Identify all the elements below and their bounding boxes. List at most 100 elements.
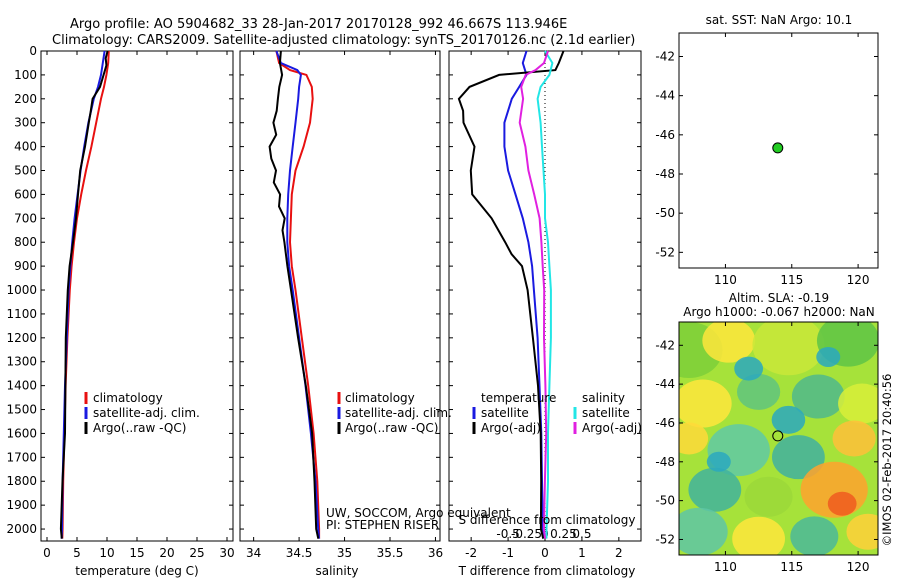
legend-label-sal-argo: Argo(-adj) [582, 421, 642, 435]
series-line-salinity-argo-adj- [518, 50, 549, 539]
y-tick-label: -46 [655, 416, 675, 430]
y-tick-label: -50 [655, 494, 675, 508]
y-tick-label: 1700 [6, 450, 37, 464]
x-tick-label: 110 [714, 560, 737, 574]
difference-xlabel-top: S difference from climatology [459, 513, 636, 527]
x-tick-label: 34.5 [286, 546, 313, 560]
x-tick-label: 34 [246, 546, 261, 560]
x-top-tick-label: -0.5 [496, 527, 519, 541]
x-tick-label: 15 [129, 546, 144, 560]
y-tick-label: 100 [14, 68, 37, 82]
x-tick-label: 120 [847, 273, 870, 287]
series-line-satellite-adj-clim- [275, 50, 321, 539]
legend-label-climatology: climatology [345, 391, 415, 405]
y-tick-label: -44 [655, 89, 675, 103]
difference-legend: temperature satellite Argo(-adj) salinit… [472, 391, 642, 435]
location-title: sat. SST: NaN Argo: 10.1 [706, 13, 853, 27]
x-top-tick-label: -0.25 [511, 527, 542, 541]
heatmap-cell [706, 451, 731, 472]
series-line-temperature-argo-adj- [457, 50, 565, 539]
y-tick-label: 700 [14, 211, 37, 225]
x-top-tick-label: 0.5 [572, 527, 591, 541]
legend-title-temperature: temperature [481, 391, 556, 405]
series-line-satellite-adj-clim- [60, 50, 106, 539]
heatmap-cell [772, 435, 825, 480]
y-tick-label: 1600 [6, 426, 37, 440]
y-tick-label: 800 [14, 235, 37, 249]
temperature-legend: climatology satellite-adj. clim. Argo(..… [84, 391, 200, 435]
y-tick-label: 1200 [6, 331, 37, 345]
x-tick-label: 120 [847, 560, 870, 574]
salinity-panel: 34 34.5 35 35.5 36 [239, 50, 443, 560]
series-line-argo-raw-qc- [268, 50, 320, 539]
x-tick-label: 36 [428, 546, 443, 560]
series-line-salinity-satellite [536, 50, 554, 539]
heatmap-cell [732, 516, 785, 555]
x-tick-label: 115 [780, 560, 803, 574]
legend-label-temp-argo: Argo(-adj) [481, 421, 541, 435]
x-tick-label: 0 [43, 546, 51, 560]
y-tick-label: -46 [655, 128, 675, 142]
y-tick-label: -42 [655, 338, 675, 352]
heatmap-cell [816, 346, 841, 367]
plot-frame [40, 50, 234, 542]
salinity-annotation2: PI: STEPHEN RISER [326, 518, 439, 532]
altimetry-title-line2: Argo h1000: -0.067 h2000: NaN [683, 305, 875, 319]
x-tick-label: 30 [219, 546, 234, 560]
sla-heatmap [679, 322, 878, 555]
y-tick-label: 300 [14, 116, 37, 130]
plot-frame [239, 50, 441, 542]
location-panel: 110 115 120 -42 -44 -46 -48 -50 -52 [655, 32, 879, 287]
heatmap-cell [832, 420, 876, 457]
x-top-tick-label: 0.25 [550, 527, 577, 541]
heatmap-cell [790, 516, 839, 555]
y-tick-label: -48 [655, 167, 675, 181]
heatmap-cell [702, 322, 756, 363]
x-tick-label: -2 [465, 546, 477, 560]
y-tick-label: -52 [655, 245, 675, 259]
legend-title-salinity: salinity [582, 391, 625, 405]
y-tick-label: 2000 [6, 522, 37, 536]
difference-panel: -2 -1 0 1 2-0.5-0.25 0 0.250.5 [448, 50, 642, 560]
legend-label-argo: Argo(..raw -QC) [93, 421, 186, 435]
heatmap-cell [679, 507, 728, 555]
y-tick-label: 0 [29, 44, 37, 58]
series-line-climatology [275, 50, 321, 539]
y-tick-label: 600 [14, 187, 37, 201]
x-tick-label: 20 [159, 546, 174, 560]
legend-label-climatology: climatology [93, 391, 163, 405]
legend-label-sal-satellite: satellite [582, 406, 630, 420]
x-tick-label: 0 [541, 546, 549, 560]
legend-label-temp-satellite: satellite [481, 406, 529, 420]
heatmap-cell [737, 373, 781, 410]
heatmap-cell [688, 467, 742, 512]
x-tick-label: 115 [780, 273, 803, 287]
x-tick-label: 25 [189, 546, 204, 560]
y-tick-label: 1900 [6, 498, 37, 512]
y-tick-label: 500 [14, 164, 37, 178]
title-line1: Argo profile: AO 5904682_33 28-Jan-2017 … [70, 17, 567, 32]
series-line-argo-raw-qc- [59, 50, 109, 539]
legend-label-argo: Argo(..raw -QC) [345, 421, 438, 435]
y-tick-label: -44 [655, 377, 675, 391]
y-tick-label: 1500 [6, 403, 37, 417]
temperature-panel: 0100200300400500600700800900100011001200… [6, 44, 234, 560]
x-tick-label: 110 [714, 273, 737, 287]
argo-location-marker [772, 430, 784, 442]
x-tick-label: -1 [502, 546, 514, 560]
y-tick-label: 1300 [6, 355, 37, 369]
y-tick-label: 900 [14, 259, 37, 273]
map-frame [678, 321, 879, 556]
heatmap-cell [679, 422, 709, 455]
heatmap-cell [752, 322, 825, 376]
y-tick-label: 1800 [6, 474, 37, 488]
heatmap-cell [827, 491, 857, 516]
y-tick-label: -42 [655, 50, 675, 64]
salinity-xlabel: salinity [315, 564, 358, 578]
heatmap-cell [771, 405, 806, 434]
x-tick-label: 5 [73, 546, 81, 560]
salinity-annotation1: UW, SOCCOM, Argo equivalent [326, 506, 511, 520]
heatmap-cell [838, 383, 878, 424]
y-tick-label: 1000 [6, 283, 37, 297]
